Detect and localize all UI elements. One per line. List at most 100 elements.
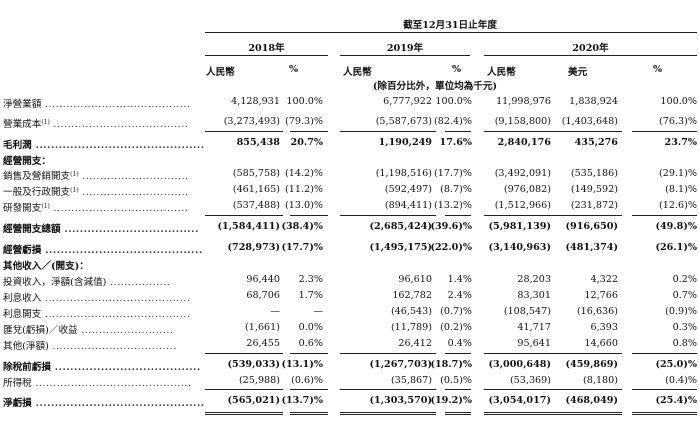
cell-rmb-2019: (11,789): [390, 322, 432, 333]
cell-pct-2020: (25.0)%: [655, 359, 697, 370]
cell-pct-2018: 20.7%: [290, 137, 323, 148]
cell-pct-2019: 2.4%: [447, 290, 472, 301]
cell-pct-2020: 0.7%: [672, 290, 697, 301]
cell-usd-2020: (8,180): [583, 375, 618, 386]
leader-dots: ......................................: [50, 362, 201, 373]
total-rule-1: [205, 412, 283, 413]
row-label-text: 研發開支: [3, 203, 42, 214]
cell-rmb-2019: (46,543): [390, 306, 432, 317]
leader-dots: ........................................…: [41, 99, 191, 110]
cell-pct-2020: (76.3)%: [659, 116, 697, 127]
subtotal-rule-opex: [445, 215, 471, 216]
cell-rmb-2019: (894,411): [384, 200, 432, 211]
cell-pct-2019: (0.5)%: [440, 375, 472, 386]
total-rule-2: [340, 414, 436, 415]
cell-usd-2020: (468,049): [565, 395, 618, 406]
cell-pct-2020: (26.1)%: [655, 242, 697, 253]
cell-rmb-2019: (1,198,516): [375, 168, 432, 179]
subtotal-rule-tax: [566, 389, 622, 390]
cell-rmb-2019: (2,685,424): [369, 221, 433, 232]
row-label: 銷售及營銷開支(1) .............................…: [3, 168, 189, 182]
cell-pct-2019: (17.7)%: [434, 168, 472, 179]
cell-pct-2019: 17.6%: [439, 137, 472, 148]
leader-dots: ......................................: [49, 119, 189, 130]
total-rule-2: [484, 414, 566, 415]
row-label-text: 所得稅: [3, 378, 32, 389]
cell-pct-2018: (13.0)%: [285, 200, 323, 211]
cell-usd-2020: (1,403,648): [561, 116, 618, 127]
cell-rmb-2020: (3,492,091): [494, 168, 551, 179]
cell-usd-2020: (459,869): [565, 359, 618, 370]
cell-pct-2018: 0.6%: [298, 338, 323, 349]
cell-pct-2018: (13.7)%: [281, 395, 323, 406]
cell-rmb-2020: (5,981,139): [488, 221, 552, 232]
cell-pct-2019: (39.6)%: [430, 221, 472, 232]
cell-rmb-2018: (537,488): [232, 200, 280, 211]
cell-pct-2020: (0.9)%: [665, 306, 697, 317]
row-label: 研發開支(1) ................................…: [3, 200, 188, 214]
currency-label-2018-rmb: 人民幣: [206, 67, 235, 78]
total-rule-1: [445, 412, 471, 413]
table-row: 營業成本(1) ................................…: [0, 116, 699, 132]
table-row: 一般及行政開支(1) .............................…: [0, 184, 699, 200]
subtotal-rule-tax: [205, 389, 283, 390]
cell-rmb-2020: (3,140,963): [488, 242, 552, 253]
cell-rmb-2020: (3,000,648): [488, 359, 552, 370]
row-label: 經營開支總額 .................................…: [3, 221, 199, 235]
cell-rmb-2018: 68,706: [246, 290, 280, 301]
subtotal-rule-opex: [632, 215, 697, 216]
cell-pct-2018: 0.0%: [298, 322, 323, 333]
cell-pct-2018: 2.3%: [298, 274, 323, 285]
percent-label-2020: %: [653, 64, 663, 75]
leader-dots: ...................................: [60, 224, 199, 235]
table-row: 所得稅 ....................................…: [0, 375, 699, 391]
cell-usd-2020: 435,276: [574, 137, 618, 148]
cell-rmb-2020: 41,717: [517, 322, 551, 333]
row-label-text: 淨營業額: [3, 99, 42, 110]
subtotal-rule-opex: [340, 215, 436, 216]
cell-pct-2020: (25.4)%: [655, 395, 697, 406]
cell-pct-2019: (19.2)%: [430, 395, 472, 406]
total-rule-1: [566, 412, 622, 413]
cell-rmb-2020: (3,054,017): [488, 395, 552, 406]
row-label-text: 營業成本: [3, 119, 42, 130]
row-label-text: 匯兌(虧損)／收益: [3, 325, 78, 336]
cell-pct-2019: (18.7)%: [430, 359, 472, 370]
subtotal-rule-cost: [445, 131, 471, 132]
row-label-text: 其他收入／(開支)：: [3, 261, 89, 272]
cell-rmb-2020: (108,547): [503, 306, 551, 317]
row-label: 經營虧損 ...................................…: [3, 242, 203, 256]
unit-note: (除百分比外，單位均為千元): [372, 81, 498, 92]
cell-pct-2020: (12.6)%: [659, 200, 697, 211]
cell-pct-2018: (79.3)%: [285, 116, 323, 127]
cell-rmb-2019: (1,303,570): [369, 395, 433, 406]
cell-pct-2018: (14.2)%: [285, 168, 323, 179]
cell-usd-2020: 4,322: [590, 274, 618, 285]
cell-rmb-2018: (461,165): [232, 184, 280, 195]
subtotal-rule-cost: [632, 131, 697, 132]
cell-pct-2018: 1.7%: [298, 290, 323, 301]
cell-pct-2019: (13.2)%: [434, 200, 472, 211]
row-label: 其他(淨額) .................................…: [3, 338, 177, 352]
cell-rmb-2020: 11,998,976: [496, 96, 551, 107]
cell-pct-2018: (11.2)%: [285, 184, 323, 195]
cell-pct-2019: (0.2)%: [440, 322, 472, 333]
cell-rmb-2020: (53,369): [509, 375, 551, 386]
cell-rmb-2020: (9,158,800): [494, 116, 551, 127]
cell-usd-2020: (16,636): [576, 306, 618, 317]
cell-rmb-2019: (592,497): [384, 184, 432, 195]
cell-pct-2020: 23.7%: [664, 137, 697, 148]
cell-pct-2019: (22.0)%: [430, 242, 472, 253]
cell-rmb-2018: 96,440: [246, 274, 280, 285]
cell-pct-2019: 0.4%: [447, 338, 472, 349]
row-label: 其他收入／(開支)：: [3, 258, 89, 272]
subtotal-rule-other: [566, 353, 622, 354]
table-row: 其他收入／(開支)：: [0, 258, 699, 274]
cell-rmb-2018: (539,033): [227, 359, 280, 370]
row-label: 經營開支：: [3, 153, 51, 167]
leader-dots: ..............................: [78, 171, 189, 182]
cell-rmb-2020: (976,082): [503, 184, 551, 195]
row-label-text: 除稅前虧損: [3, 362, 51, 373]
cell-rmb-2018: (565,021): [227, 395, 280, 406]
table-row: 經營開支總額 .................................…: [0, 221, 699, 237]
